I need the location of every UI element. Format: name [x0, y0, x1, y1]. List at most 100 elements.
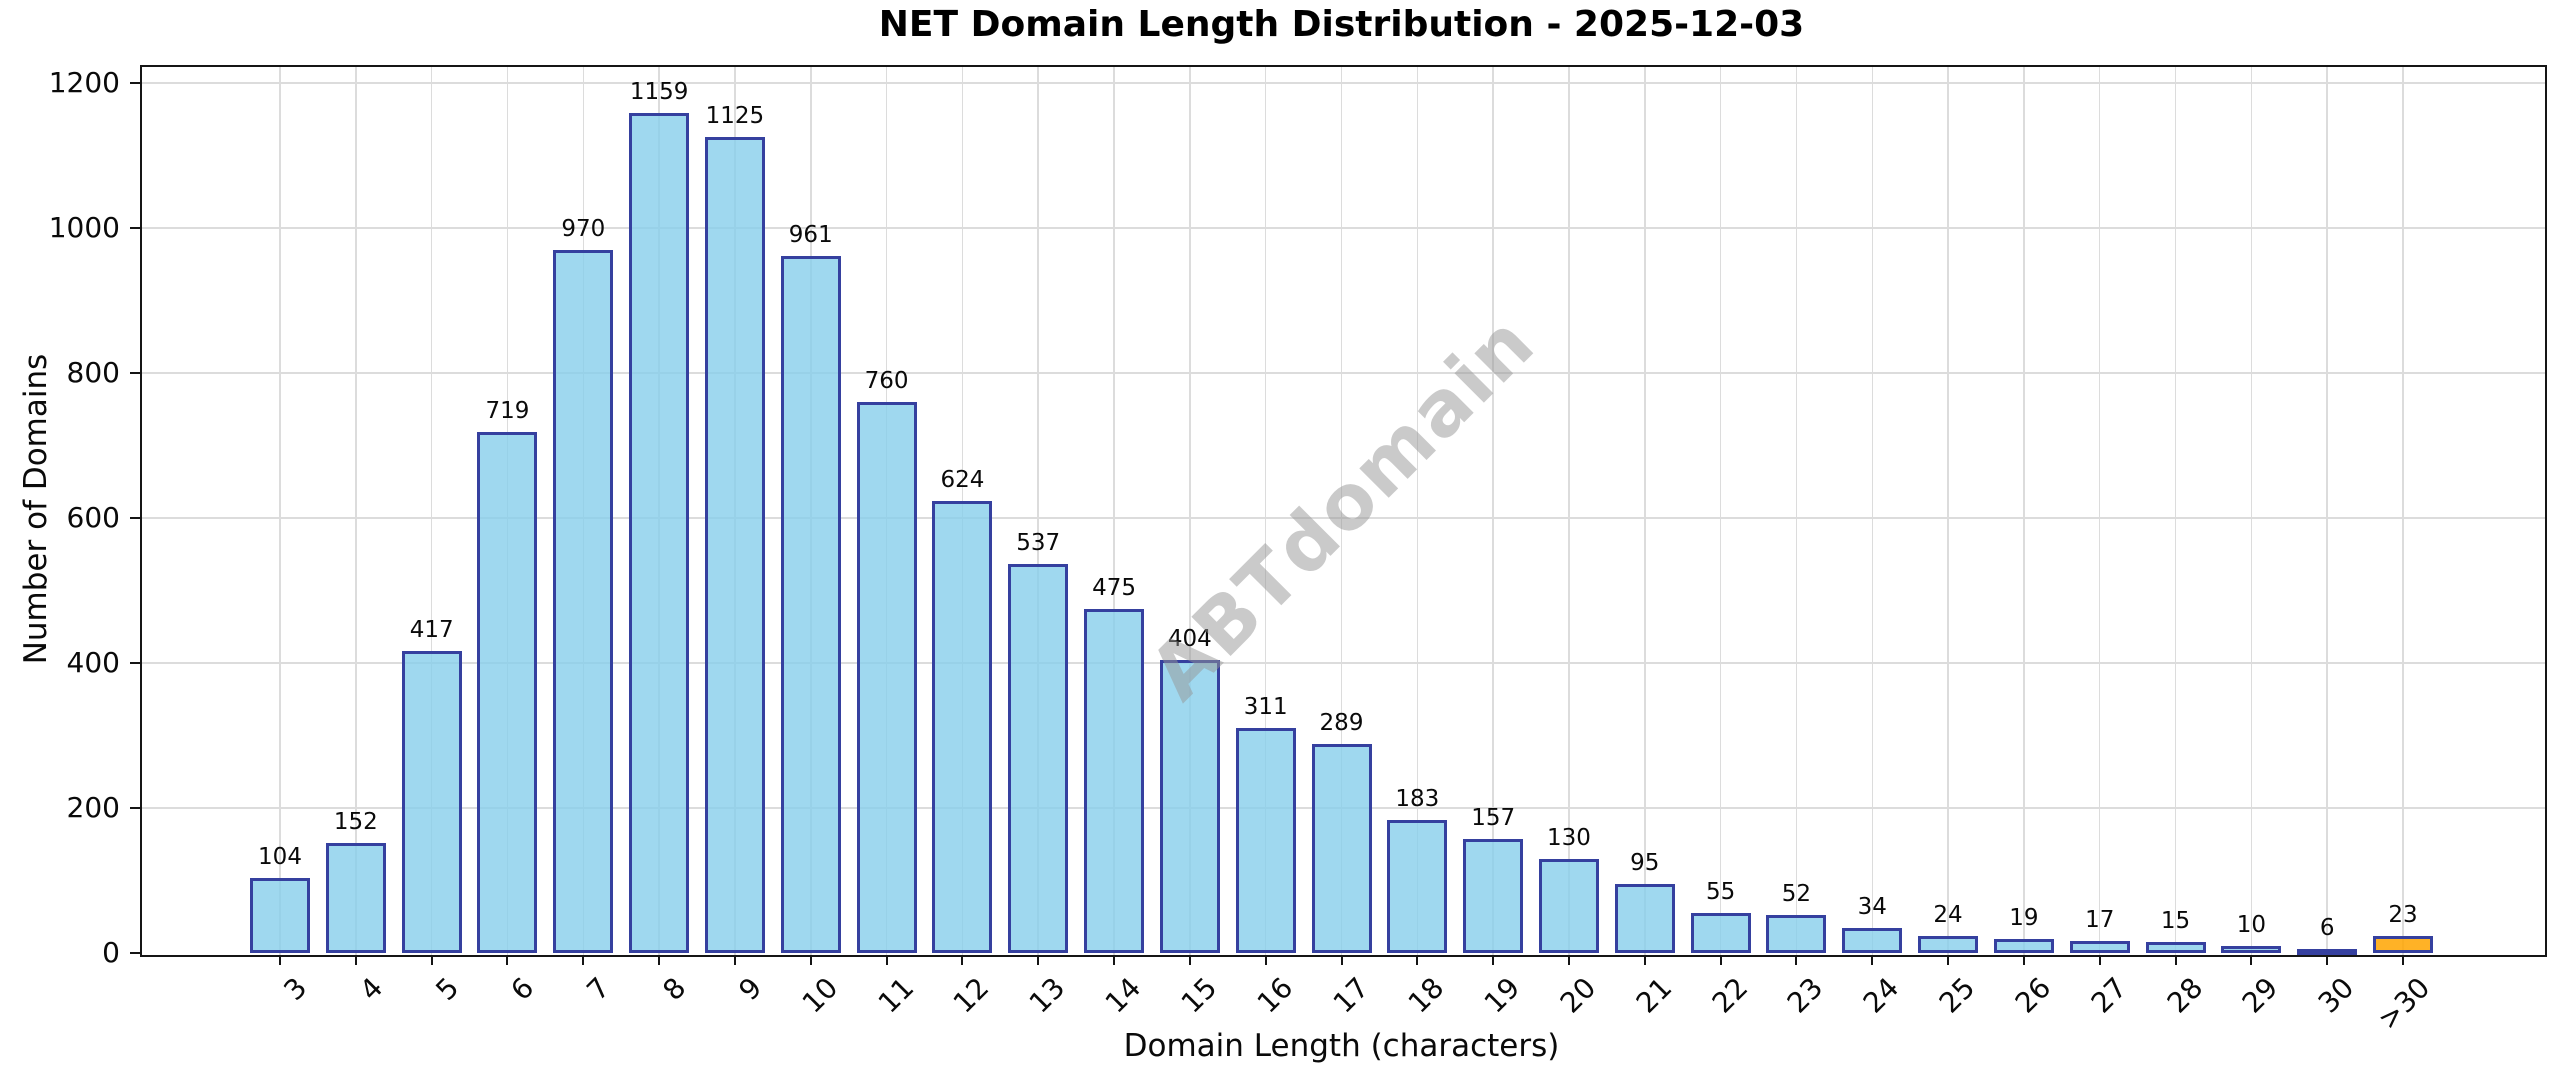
- x-tick-label: 11: [871, 971, 920, 1020]
- x-gridline: [1719, 67, 1722, 955]
- bar: [553, 249, 614, 953]
- bar-value-label: 15: [2160, 908, 2191, 935]
- x-gridline: [1037, 67, 1039, 955]
- bar: [1993, 939, 2054, 953]
- bar-value-label: 475: [1092, 574, 1136, 601]
- bar-value-label: 6: [2319, 914, 2335, 941]
- bar: [1235, 727, 1296, 953]
- bar: [1766, 915, 1827, 953]
- bar-value-label: 157: [1471, 805, 1516, 832]
- y-tick-mark: [130, 372, 140, 375]
- x-tick-label: 4: [353, 971, 390, 1007]
- x-tick-label: 14: [1098, 971, 1148, 1020]
- y-gridline: [142, 227, 2545, 229]
- x-gridline: [279, 67, 281, 955]
- x-tick-label: 5: [429, 971, 465, 1007]
- y-tick-mark: [130, 807, 140, 810]
- x-gridline: [2023, 67, 2025, 955]
- bar: [1311, 743, 1372, 953]
- bar: [932, 500, 993, 953]
- y-tick-mark: [130, 82, 140, 85]
- bar: [1842, 928, 1903, 953]
- x-tick-mark: [885, 955, 888, 965]
- bar-value-label: 23: [2388, 902, 2418, 929]
- y-tick-label: 0: [102, 936, 120, 969]
- x-gridline: [1947, 67, 1949, 955]
- x-tick-mark: [1188, 955, 1191, 965]
- x-tick-mark: [1416, 955, 1419, 965]
- x-tick-mark: [809, 955, 812, 965]
- bar-value-label: 183: [1395, 786, 1440, 813]
- x-tick-mark: [1871, 955, 1874, 965]
- bar-value-label: 52: [1781, 881, 1812, 908]
- y-gridline: [142, 517, 2545, 519]
- x-tick-mark: [1113, 955, 1116, 965]
- x-tick-label: 10: [795, 971, 845, 1020]
- x-gridline: [1492, 67, 1494, 955]
- x-tick-mark: [1340, 955, 1343, 965]
- bar-value-label: 130: [1547, 824, 1591, 851]
- x-tick-label: 25: [1932, 971, 1982, 1020]
- bar-value-label: 970: [561, 215, 606, 242]
- x-tick-label: 6: [504, 971, 541, 1007]
- x-gridline: [430, 67, 433, 955]
- bar: [2221, 945, 2282, 953]
- x-tick-mark: [2402, 955, 2404, 965]
- x-tick-mark: [354, 955, 357, 965]
- x-tick-label: 21: [1629, 971, 1679, 1020]
- x-gridline: [1871, 67, 1873, 955]
- x-tick-mark: [733, 955, 736, 965]
- x-tick-mark: [2326, 955, 2329, 965]
- x-gridline: [1416, 67, 1419, 955]
- x-tick-mark: [1567, 955, 1570, 965]
- chart-title: NET Domain Length Distribution - 2025-12…: [878, 4, 1805, 45]
- y-gridline: [142, 82, 2545, 84]
- bar: [1084, 608, 1145, 953]
- x-gridline: [1113, 67, 1115, 955]
- x-axis-label: Domain Length (characters): [1123, 1028, 1560, 1064]
- bar-value-label: 404: [1167, 626, 1212, 653]
- bar: [704, 137, 765, 953]
- x-gridline: [1189, 67, 1191, 955]
- bar: [2145, 942, 2206, 953]
- bar-value-label: 24: [1933, 901, 1963, 928]
- x-gridline: [355, 67, 357, 955]
- bar: [1463, 839, 1524, 953]
- x-gridline: [2250, 67, 2253, 955]
- y-tick-label: 600: [66, 501, 120, 535]
- x-tick-label: 24: [1857, 971, 1906, 1020]
- x-tick-label: 28: [2160, 971, 2209, 1020]
- x-tick-mark: [279, 955, 281, 965]
- bar: [250, 877, 310, 953]
- x-tick-mark: [2250, 955, 2253, 965]
- bar-value-label: 95: [1630, 850, 1660, 877]
- bar-value-label: 1125: [705, 103, 765, 130]
- x-tick-mark: [1264, 955, 1267, 965]
- x-tick-label: 7: [580, 971, 617, 1007]
- x-gridline: [1644, 67, 1646, 955]
- bar: [780, 256, 841, 953]
- bar: [856, 402, 917, 953]
- x-tick-mark: [1795, 955, 1798, 965]
- x-tick-mark: [582, 955, 585, 965]
- bar-value-label: 152: [333, 808, 378, 835]
- x-tick-mark: [1492, 955, 1495, 965]
- y-tick-mark: [130, 952, 140, 954]
- x-gridline: [1264, 67, 1267, 955]
- bar-value-label: 1159: [629, 78, 689, 105]
- x-gridline: [1568, 67, 1570, 955]
- x-tick-label: 29: [2236, 971, 2285, 1020]
- bar: [1690, 913, 1751, 953]
- bar-value-label: 417: [409, 616, 454, 643]
- bar-value-label: 537: [1016, 529, 1061, 556]
- bar: [1614, 884, 1675, 953]
- bar-value-label: 34: [1857, 894, 1887, 921]
- y-gridline: [142, 662, 2545, 664]
- x-tick-label: 15: [1174, 971, 1224, 1020]
- x-tick-label: 26: [2008, 971, 2058, 1020]
- x-tick-mark: [2022, 955, 2025, 965]
- bar: [1387, 820, 1448, 953]
- bar: [629, 112, 690, 953]
- bar-highlight: [2373, 936, 2433, 953]
